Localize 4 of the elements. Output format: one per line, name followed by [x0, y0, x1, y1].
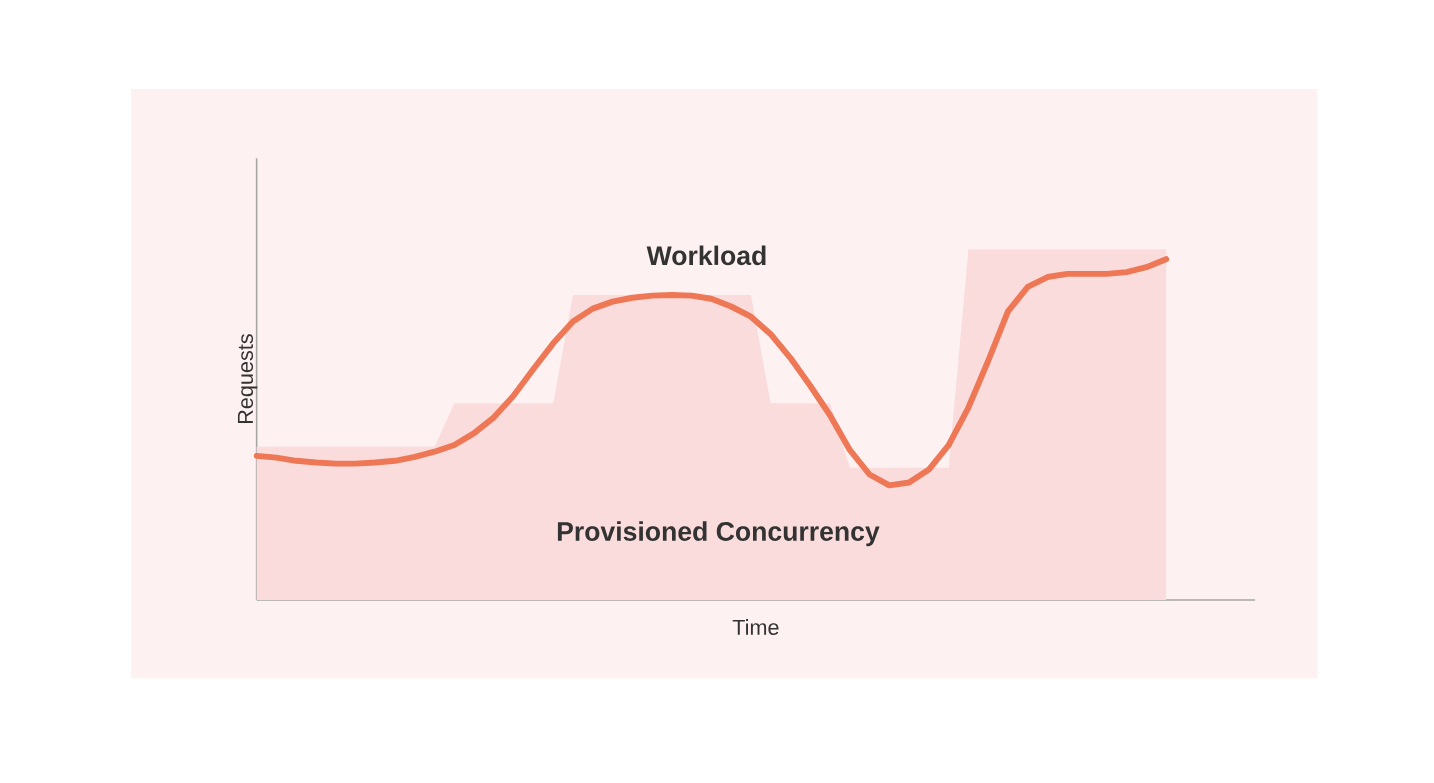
series-label: Workload	[646, 245, 766, 266]
y-axis-title: Requests	[237, 334, 258, 424]
series-label: Provisioned Concurrency	[557, 521, 880, 547]
x-axis-title: Time	[732, 619, 779, 636]
